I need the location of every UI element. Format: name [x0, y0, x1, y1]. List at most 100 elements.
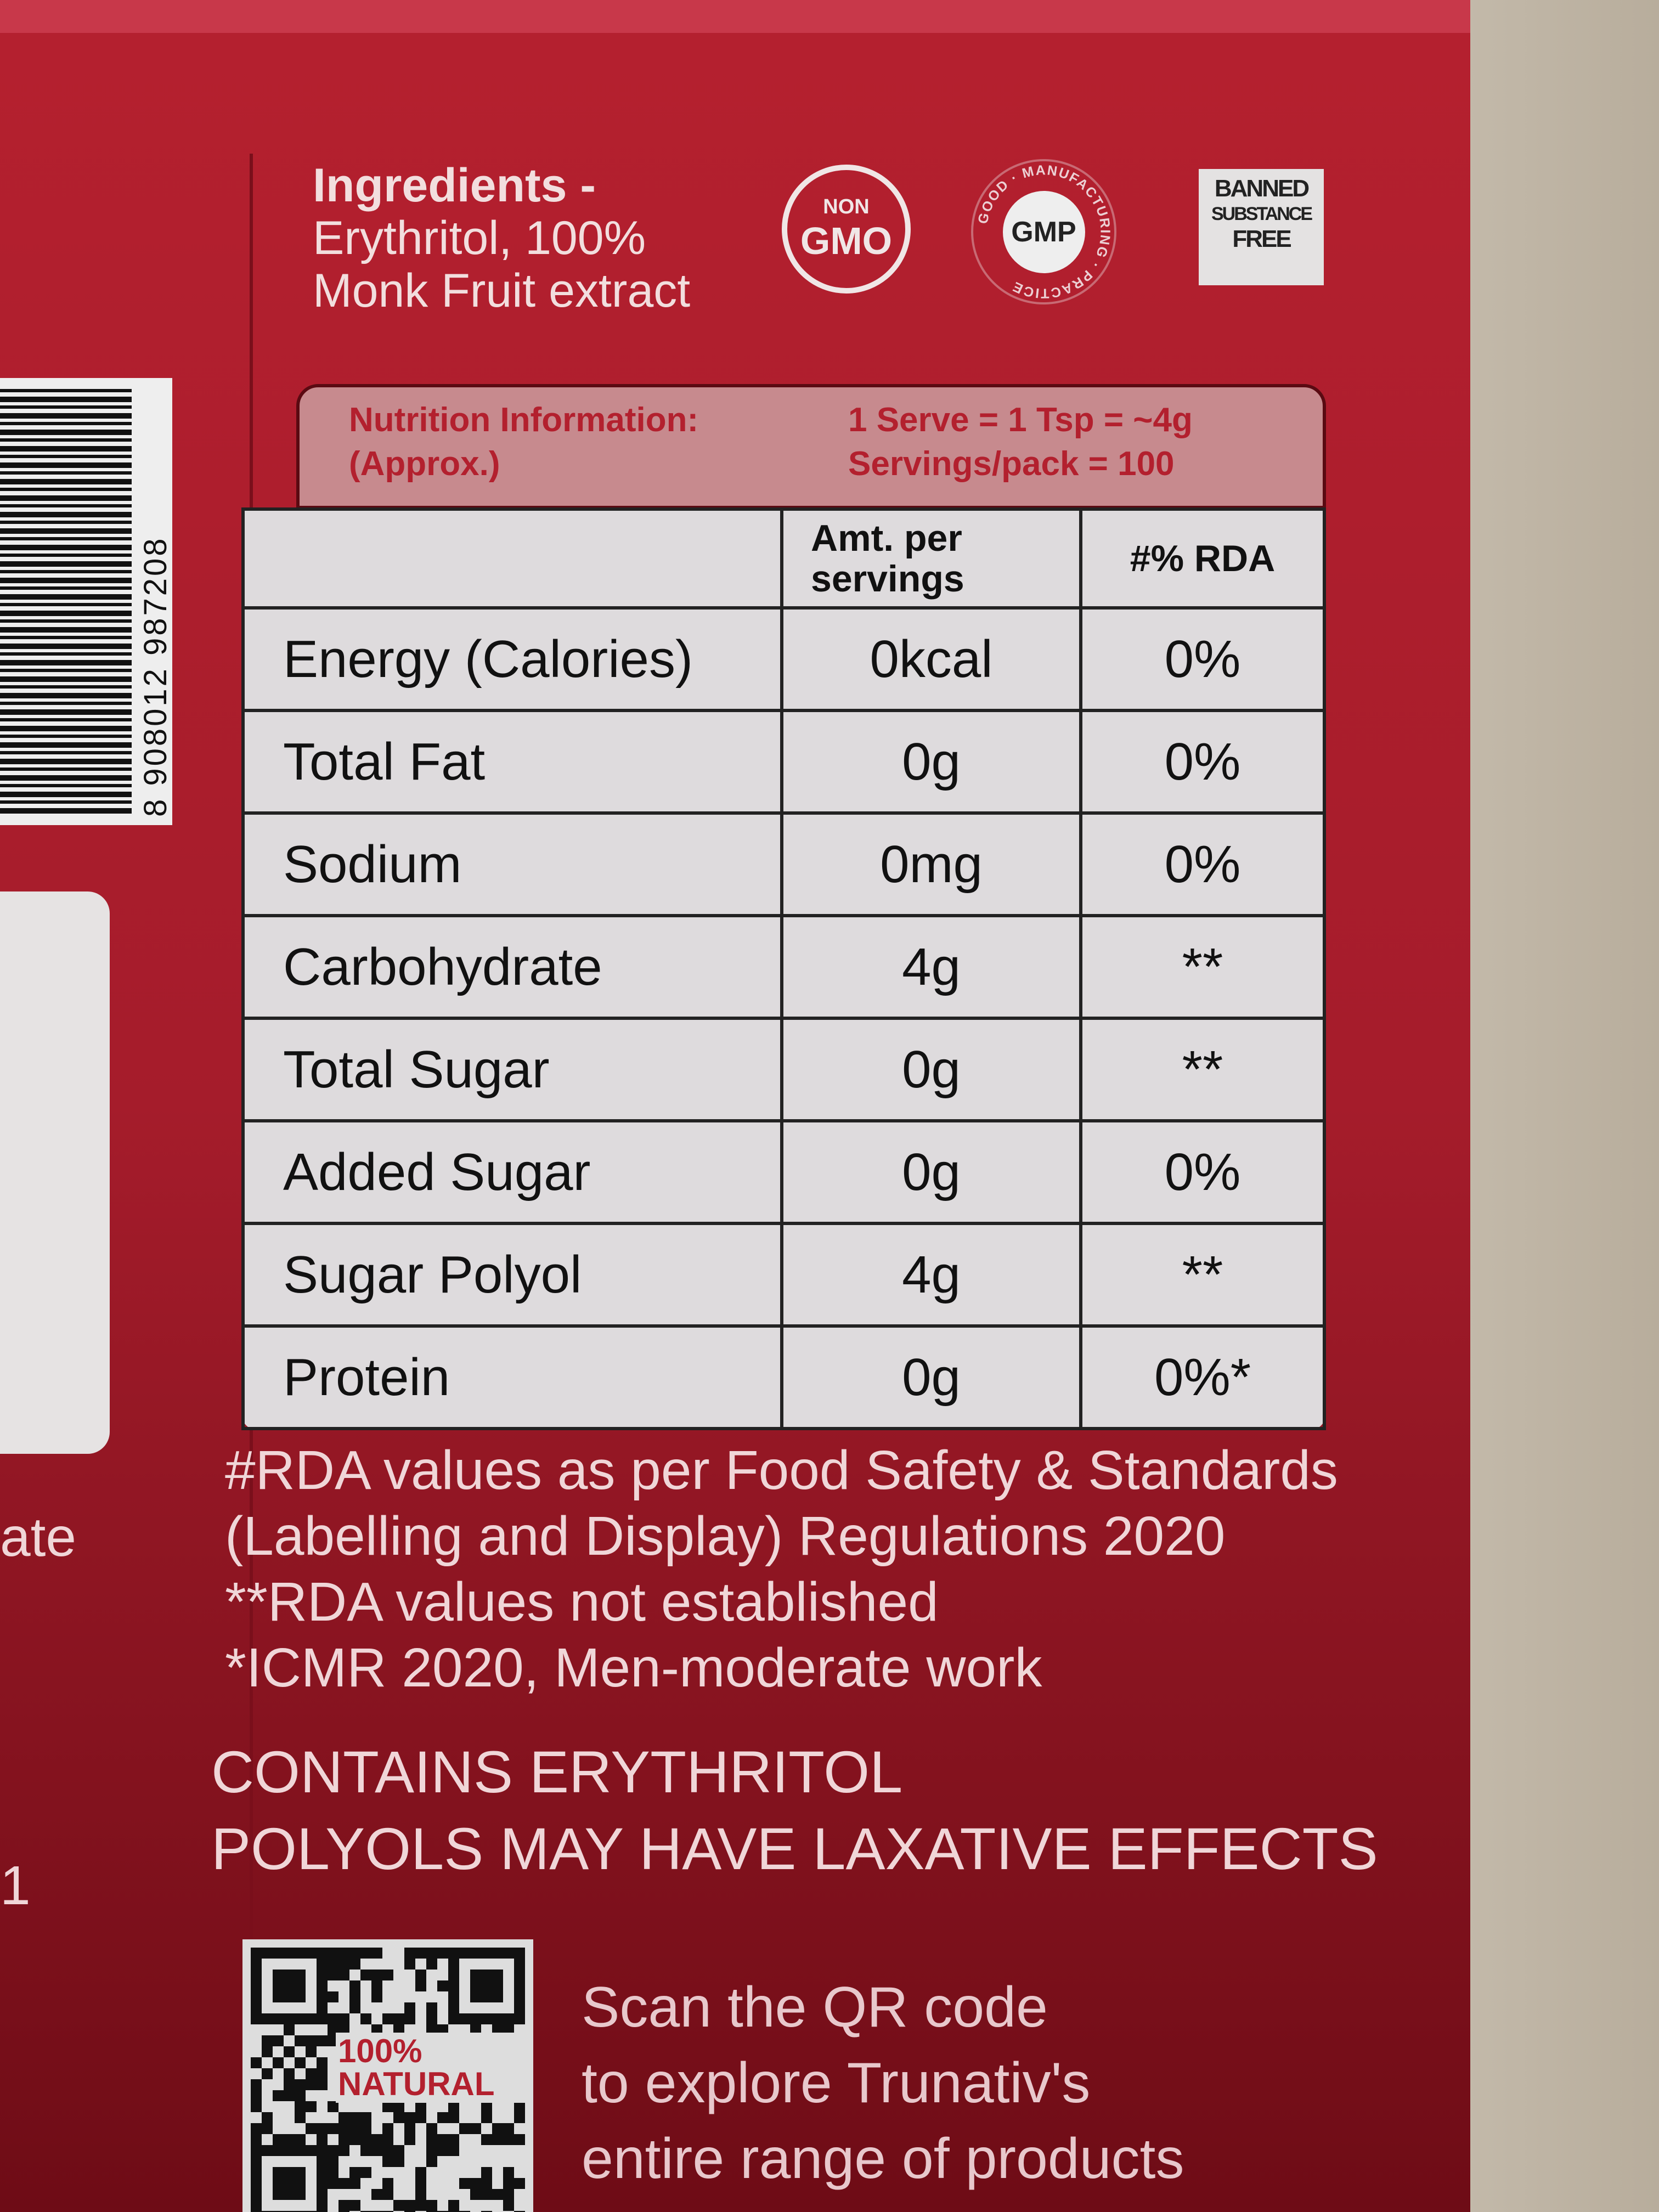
qr-module: [426, 2013, 437, 2024]
qr-module: [514, 1959, 525, 1970]
qr-module: [262, 2211, 273, 2212]
qr-module: [481, 2013, 492, 2024]
qr-module: [404, 1959, 415, 1970]
nutrient-rda: 0%: [1079, 709, 1326, 815]
qr-module: [448, 1980, 459, 1991]
serving-size: 1 Serve = 1 Tsp = ~4g: [848, 401, 1193, 439]
qr-module: [317, 1959, 328, 1970]
qr-module: [251, 2156, 262, 2167]
badge-text: NON: [823, 195, 870, 218]
nutrient-rda: 0%: [1079, 811, 1326, 917]
qr-module: [503, 2123, 514, 2134]
qr-module: [360, 1948, 371, 1959]
qr-module: [371, 2145, 382, 2156]
qr-module: [514, 2112, 525, 2123]
table-row: Total Sugar 0g **: [241, 1017, 1326, 1122]
qr-module: [284, 2189, 295, 2200]
qr-module: [470, 1980, 481, 1991]
qr-module: [437, 1980, 448, 1991]
qr-module: [492, 1980, 503, 1991]
nutrient-rda: **: [1079, 1222, 1326, 1328]
warning-line: POLYOLS MAY HAVE LAXATIVE EFFECTS: [211, 1815, 1378, 1882]
qr-module: [426, 2123, 437, 2134]
badge-text: GMP: [1002, 190, 1085, 273]
qr-module: [437, 2134, 448, 2145]
footnote: (Labelling and Display) Regulations 2020: [225, 1505, 1226, 1567]
qr-module: [262, 2013, 273, 2024]
nutrient-amount: 4g: [780, 914, 1082, 1020]
nutrient-amount: 0mg: [780, 811, 1082, 917]
footnotes: #RDA values as per Food Safety & Standar…: [225, 1437, 1338, 1701]
qr-module: [437, 2145, 448, 2156]
qr-module: [317, 1970, 328, 1980]
qr-module: [251, 2090, 262, 2101]
qr-module: [251, 1948, 262, 1959]
qr-module: [470, 1970, 481, 1980]
qr-module: [382, 2013, 393, 2024]
qr-module: [514, 2134, 525, 2145]
qr-module: [306, 2101, 317, 2112]
qr-module: [317, 2200, 328, 2211]
qr-module: [404, 1948, 415, 1959]
table-row: Energy (Calories) 0kcal 0%: [241, 606, 1326, 712]
qr-module: [295, 2057, 306, 2068]
nutrient-amount: 4g: [780, 1222, 1082, 1328]
qr-module: [338, 2112, 349, 2123]
nutrient-name: Total Fat: [241, 709, 783, 815]
qr-module: [306, 2211, 317, 2212]
qr-module: [295, 2079, 306, 2090]
qr-caption-line: to explore Trunativ's: [582, 2051, 1091, 2115]
qr-module: [437, 1948, 448, 1959]
qr-code[interactable]: 100% NATURAL: [242, 1939, 533, 2212]
qr-module: [273, 2189, 284, 2200]
qr-module: [338, 2123, 349, 2134]
qr-module: [306, 2046, 317, 2057]
qr-module: [317, 1948, 328, 1959]
nutrition-title: Nutrition Information:: [349, 401, 699, 439]
non-gmo-badge-icon: NON GMO: [782, 165, 911, 294]
nutrition-approx: (Approx.): [349, 445, 500, 483]
qr-module: [349, 2123, 360, 2134]
qr-module: [514, 1991, 525, 2002]
qr-module: [317, 2178, 328, 2189]
qr-module: [360, 2013, 371, 2024]
qr-module: [273, 2145, 284, 2156]
qr-module: [492, 1991, 503, 2002]
qr-module: [349, 1980, 360, 1991]
qr-module: [284, 1991, 295, 2002]
qr-module: [503, 2013, 514, 2024]
qr-module: [415, 2101, 426, 2112]
qr-module: [481, 1991, 492, 2002]
qr-module: [295, 1991, 306, 2002]
qr-module: [295, 1948, 306, 1959]
qr-module: [481, 2178, 492, 2189]
nutrition-table: Amt. per servings #% RDA Energy (Calorie…: [241, 507, 1326, 1430]
qr-module: [338, 1970, 349, 1980]
qr-module: [262, 2068, 273, 2079]
ingredients-line: Monk Fruit extract: [313, 264, 691, 317]
qr-module: [251, 2134, 262, 2145]
qr-module: [328, 2013, 338, 2024]
qr-module: [404, 2211, 415, 2212]
qr-module: [448, 2002, 459, 2013]
qr-module: [295, 2167, 306, 2178]
qr-module: [415, 1980, 426, 1991]
qr-module: [382, 2189, 393, 2200]
qr-module: [317, 2123, 328, 2134]
qr-module: [481, 2189, 492, 2200]
barcode-digits: 8 908012 987208: [138, 536, 173, 817]
qr-module: [349, 2200, 360, 2211]
qr-module: [349, 2167, 360, 2178]
nutrient-amount: 0g: [780, 1119, 1082, 1225]
qr-module: [251, 1980, 262, 1991]
qr-module: [338, 1948, 349, 1959]
barcode-bars: [0, 389, 132, 814]
footnote: **RDA values not established: [225, 1571, 939, 1633]
qr-module: [415, 2178, 426, 2189]
qr-module: [503, 2134, 514, 2145]
table-row: Protein 0g 0%*: [241, 1324, 1326, 1430]
qr-module: [317, 2002, 328, 2013]
qr-module: [284, 2024, 295, 2035]
qr-caption-line: entire range of products: [582, 2127, 1184, 2191]
qr-module: [295, 2189, 306, 2200]
